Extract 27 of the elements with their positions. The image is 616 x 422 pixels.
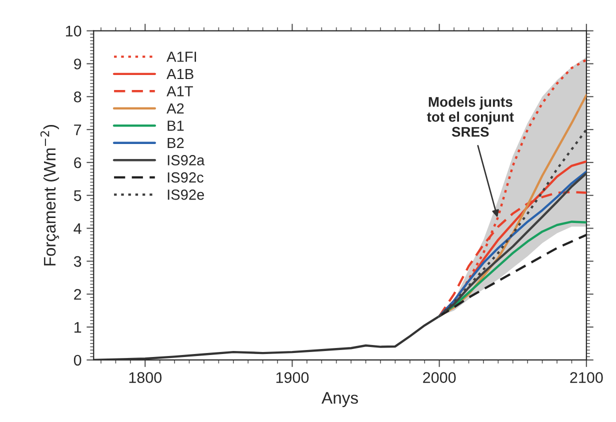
y-tick-label: 4 (74, 223, 82, 234)
legend-label: IS92c (168, 172, 204, 183)
legend-label: A2 (166, 103, 184, 114)
y-tick-label: 5 (74, 190, 82, 202)
legend-label: A1B (166, 69, 194, 80)
legend-label: A1FI (166, 52, 196, 62)
y-axis-title: Forçament (Wm$^{−2}$) (40, 125, 60, 266)
legend-label: B2 (168, 138, 184, 148)
y-tick-label: 10 (66, 26, 82, 36)
y-tick-label: 9 (74, 58, 82, 70)
y-tick-label: 6 (74, 157, 82, 168)
x-tick-label: 2100 (570, 372, 603, 383)
y-tick-label: 1 (74, 322, 82, 333)
y-tick-label: 0 (74, 354, 82, 366)
legend-label: B1 (168, 120, 184, 131)
y-tick-label: 8 (74, 92, 82, 102)
y-tick-label: 3 (74, 256, 82, 267)
x-axis-title: Anys (322, 392, 358, 408)
legend-label: IS92e (168, 190, 204, 200)
x-tick-label: 2000 (423, 372, 456, 383)
x-tick-label: 1800 (129, 372, 162, 383)
y-tick-label: 2 (74, 289, 82, 300)
x-tick-label: 1900 (276, 372, 309, 383)
legend-label: IS92a (168, 155, 205, 166)
y-tick-label: 7 (74, 124, 82, 136)
annotation: Models junts tot el conjunt SRES (426, 96, 514, 137)
legend-label: A1T (166, 86, 193, 96)
